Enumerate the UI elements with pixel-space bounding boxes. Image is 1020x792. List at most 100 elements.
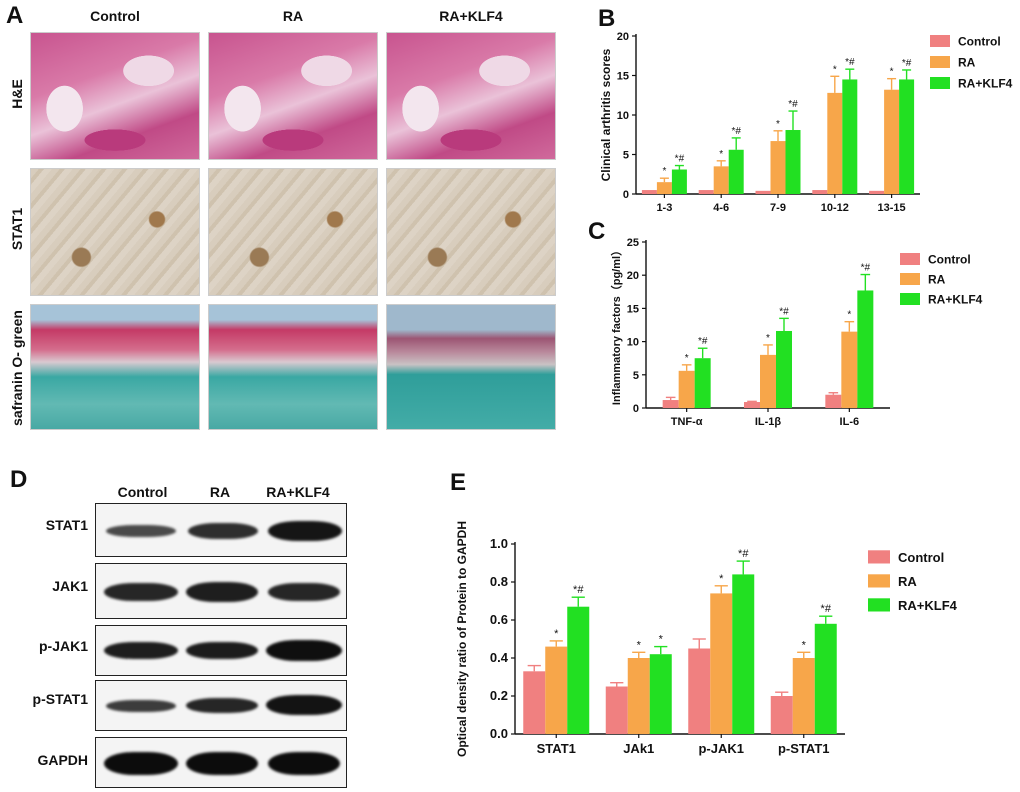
panel-c-chart: C 0 5 10 15 20 25 Inflammatory factors（pg/ml） *… xyxy=(588,218,983,428)
bar-ra xyxy=(827,92,843,194)
significance-mark: * xyxy=(776,119,780,130)
bar-control xyxy=(641,190,657,194)
legend-label: RA xyxy=(928,273,946,287)
significance-mark: * xyxy=(890,67,894,78)
bar-ra xyxy=(678,370,695,408)
x-tick-label: 7-9 xyxy=(770,202,786,214)
legend-swatch xyxy=(930,35,950,47)
significance-mark: * xyxy=(833,64,837,75)
bar-control xyxy=(812,190,828,194)
legend-label: Control xyxy=(958,35,1001,49)
x-tick-label: JAk1 xyxy=(623,741,654,756)
significance-mark: * xyxy=(662,166,666,177)
x-tick-label: IL-6 xyxy=(840,416,860,428)
bar-ra-klf4 xyxy=(857,290,874,408)
y-tick-label: 0.2 xyxy=(490,688,508,703)
significance-mark: *# xyxy=(698,336,708,347)
y-tick-label: 15 xyxy=(617,71,629,83)
bar-ra-klf4 xyxy=(567,606,590,734)
bar-ra-klf4 xyxy=(785,130,801,194)
panel-d-col-ra-klf4: RA+KLF4 xyxy=(266,484,330,500)
bar-ra-klf4 xyxy=(776,330,792,408)
bar-control xyxy=(523,671,546,734)
panel-a-row-safranin: safranin O- green xyxy=(9,310,25,426)
y-tick-label: 10 xyxy=(617,110,629,122)
y-tick-label: 0.8 xyxy=(490,574,508,589)
panel-a-row-he: H&E xyxy=(9,79,25,109)
bar-control xyxy=(698,190,714,194)
panel-c-label: C xyxy=(588,218,605,245)
panel-b-label: B xyxy=(598,5,615,32)
bar-ra xyxy=(710,593,733,734)
significance-mark: *# xyxy=(821,603,832,615)
x-tick-label: 13-15 xyxy=(878,202,906,214)
significance-mark: *# xyxy=(731,126,741,137)
panel-d-col-control: Control xyxy=(117,484,168,500)
y-tick-label: 20 xyxy=(617,31,629,43)
bar-control xyxy=(869,190,885,194)
micrograph-safranin-ra xyxy=(208,304,378,430)
y-tick-label: 1.0 xyxy=(490,536,508,551)
blot-strip-stat1 xyxy=(95,503,347,557)
bar-ra-klf4 xyxy=(842,79,858,194)
y-tick-label: 20 xyxy=(627,270,639,282)
legend-label: RA+KLF4 xyxy=(898,598,958,613)
blot-label-gapdh: GAPDH xyxy=(37,752,88,768)
micrograph-safranin-ra-klf4 xyxy=(386,304,556,430)
bar-ra-klf4 xyxy=(671,169,687,194)
bar-ra xyxy=(760,354,776,408)
blot-label-p-stat1: p-STAT1 xyxy=(32,691,88,707)
legend-swatch xyxy=(900,273,920,285)
blot-label-stat1: STAT1 xyxy=(45,517,88,533)
blot-label-p-jak1: p-JAK1 xyxy=(38,638,88,654)
y-tick-label: 10 xyxy=(627,337,639,349)
panel-b-chart: B 0 5 10 15 20 Clinical arthritis scores * *# 1-… xyxy=(598,5,1013,214)
panel-a-row-stat1: STAT1 xyxy=(9,207,25,251)
legend-swatch xyxy=(930,77,950,89)
micrograph-safranin-control xyxy=(30,304,200,430)
x-tick-label: p-STAT1 xyxy=(778,741,830,756)
significance-mark: * xyxy=(637,639,642,651)
micrograph-stat1-ra-klf4 xyxy=(386,168,556,296)
legend-swatch xyxy=(868,598,890,612)
y-tick-label: 0.6 xyxy=(490,612,508,627)
blot-strip-gapdh xyxy=(95,737,347,788)
significance-mark: * xyxy=(719,573,724,585)
significance-mark: * xyxy=(766,333,770,344)
micrograph-stat1-control xyxy=(30,168,200,296)
significance-mark: * xyxy=(847,310,851,321)
y-tick-label: 0.4 xyxy=(490,650,509,665)
bar-control xyxy=(825,394,842,408)
bar-ra xyxy=(713,166,729,194)
bar-control xyxy=(755,190,771,194)
bar-ra-klf4 xyxy=(814,623,837,734)
bar-ra xyxy=(841,331,858,408)
legend-label: RA+KLF4 xyxy=(928,293,983,307)
y-tick-label: 0 xyxy=(623,189,629,201)
x-tick-label: 10-12 xyxy=(821,202,849,214)
significance-mark: *# xyxy=(861,263,871,274)
y-axis-title: Inflammatory factors（pg/ml） xyxy=(610,245,623,405)
bar-ra-klf4 xyxy=(649,654,672,734)
bar-ra xyxy=(545,646,568,734)
legend-label: RA xyxy=(898,574,917,589)
y-tick-label: 5 xyxy=(633,370,639,382)
y-tick-label: 0.0 xyxy=(490,726,508,741)
significance-mark: * xyxy=(719,149,723,160)
y-axis-title: Optical density ratio of Protein to GAPD… xyxy=(455,521,469,757)
micrograph-he-ra-klf4 xyxy=(386,32,556,160)
legend-label: Control xyxy=(898,550,944,565)
panel-d-col-ra: RA xyxy=(209,484,231,500)
panel-a-col-ra: RA xyxy=(282,8,304,24)
y-tick-label: 0 xyxy=(633,403,639,415)
bar-ra-klf4 xyxy=(694,358,711,408)
legend-swatch xyxy=(900,293,920,305)
significance-mark: *# xyxy=(845,57,855,68)
x-tick-label: IL-1β xyxy=(755,416,782,428)
bar-control xyxy=(770,696,793,734)
x-tick-label: 4-6 xyxy=(713,202,729,214)
bar-ra xyxy=(770,141,786,194)
panel-a-col-control: Control xyxy=(90,8,140,24)
legend-swatch xyxy=(930,56,950,68)
x-tick-label: p-JAK1 xyxy=(698,741,744,756)
